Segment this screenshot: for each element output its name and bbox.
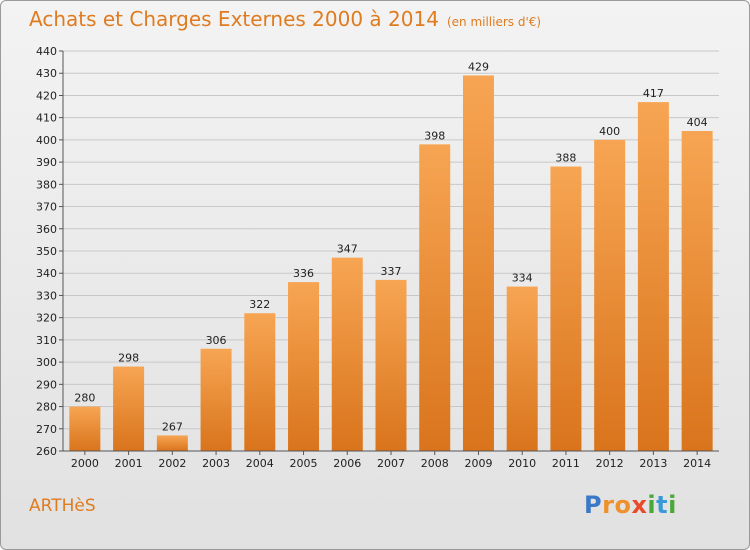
logo-letter: o <box>614 491 632 519</box>
y-tick-label: 290 <box>36 378 57 391</box>
bar-value-label: 417 <box>643 87 664 100</box>
logo-letter: t <box>656 491 669 519</box>
logo-letter: x <box>631 491 648 519</box>
y-tick-label: 420 <box>36 89 57 102</box>
y-tick-label: 440 <box>36 45 57 58</box>
x-tick-label: 2009 <box>464 457 492 470</box>
bar-value-label: 388 <box>555 152 576 165</box>
x-tick-label: 2012 <box>596 457 624 470</box>
x-tick-label: 2003 <box>202 457 230 470</box>
bar <box>200 348 232 451</box>
bar <box>156 435 188 451</box>
bar-value-label: 336 <box>293 267 314 280</box>
y-tick-label: 370 <box>36 201 57 214</box>
bar <box>331 257 363 451</box>
y-tick-label: 400 <box>36 134 57 147</box>
bar <box>550 166 582 452</box>
bar <box>69 406 101 451</box>
x-tick-label: 2006 <box>333 457 361 470</box>
logo-letter: i <box>647 491 657 519</box>
bar <box>681 131 713 451</box>
bar-value-label: 306 <box>206 334 227 347</box>
bar <box>419 144 451 452</box>
y-tick-label: 350 <box>36 245 57 258</box>
bar-value-label: 337 <box>381 265 402 278</box>
title-text: Achats et Charges Externes 2000 à 2014 <box>29 7 439 31</box>
y-tick-label: 330 <box>36 289 57 302</box>
logo-letter: i <box>668 491 677 519</box>
bar <box>375 279 407 451</box>
logo-letter: P <box>584 491 603 519</box>
y-tick-label: 270 <box>36 423 57 436</box>
y-tick-label: 280 <box>36 401 57 414</box>
bar <box>462 75 494 451</box>
x-tick-label: 2013 <box>639 457 667 470</box>
y-tick-label: 320 <box>36 312 57 325</box>
bar <box>594 139 626 451</box>
x-tick-label: 2010 <box>508 457 536 470</box>
bar-value-label: 322 <box>249 298 270 311</box>
x-tick-label: 2005 <box>290 457 318 470</box>
y-tick-label: 300 <box>36 356 57 369</box>
x-tick-label: 2004 <box>246 457 274 470</box>
y-tick-label: 410 <box>36 112 57 125</box>
x-tick-label: 2000 <box>71 457 99 470</box>
bar <box>506 286 538 451</box>
bar-value-label: 334 <box>512 272 533 285</box>
y-tick-label: 390 <box>36 156 57 169</box>
bar-value-label: 400 <box>599 125 620 138</box>
chart-subtitle: (en milliers d'€) <box>446 15 542 29</box>
bar-value-label: 429 <box>468 60 489 73</box>
bar-value-label: 298 <box>118 352 139 365</box>
bar-value-label: 267 <box>162 420 183 433</box>
proxiti-logo: Proxiti <box>584 491 677 519</box>
bars: 280 298 267 306 322 336 347 337 398 429 334 388 400 4… <box>69 60 713 452</box>
y-tick-label: 310 <box>36 334 57 347</box>
logo-letter: r <box>602 491 615 519</box>
bar <box>637 102 669 451</box>
x-tick-label: 2014 <box>683 457 711 470</box>
bar <box>244 313 276 451</box>
y-tick-label: 360 <box>36 223 57 236</box>
bar <box>113 366 145 451</box>
axes: 260 270 280 290 300 310 320 330 340 350 360 370 380 3… <box>36 45 719 470</box>
bar <box>288 282 320 451</box>
x-tick-label: 2007 <box>377 457 405 470</box>
commune-name: ARTHèS <box>29 496 96 516</box>
bar-value-label: 398 <box>424 129 445 142</box>
bar-value-label: 280 <box>74 392 95 405</box>
x-tick-label: 2008 <box>421 457 449 470</box>
x-tick-label: 2002 <box>158 457 186 470</box>
bar-value-label: 404 <box>687 116 708 129</box>
x-tick-label: 2011 <box>552 457 580 470</box>
y-tick-label: 430 <box>36 67 57 80</box>
y-tick-label: 340 <box>36 267 57 280</box>
bar-value-label: 347 <box>337 243 358 256</box>
y-tick-label: 260 <box>36 445 57 458</box>
chart-title: Achats et Charges Externes 2000 à 2014 (e… <box>29 7 541 31</box>
x-tick-label: 2001 <box>115 457 143 470</box>
y-tick-label: 380 <box>36 178 57 191</box>
